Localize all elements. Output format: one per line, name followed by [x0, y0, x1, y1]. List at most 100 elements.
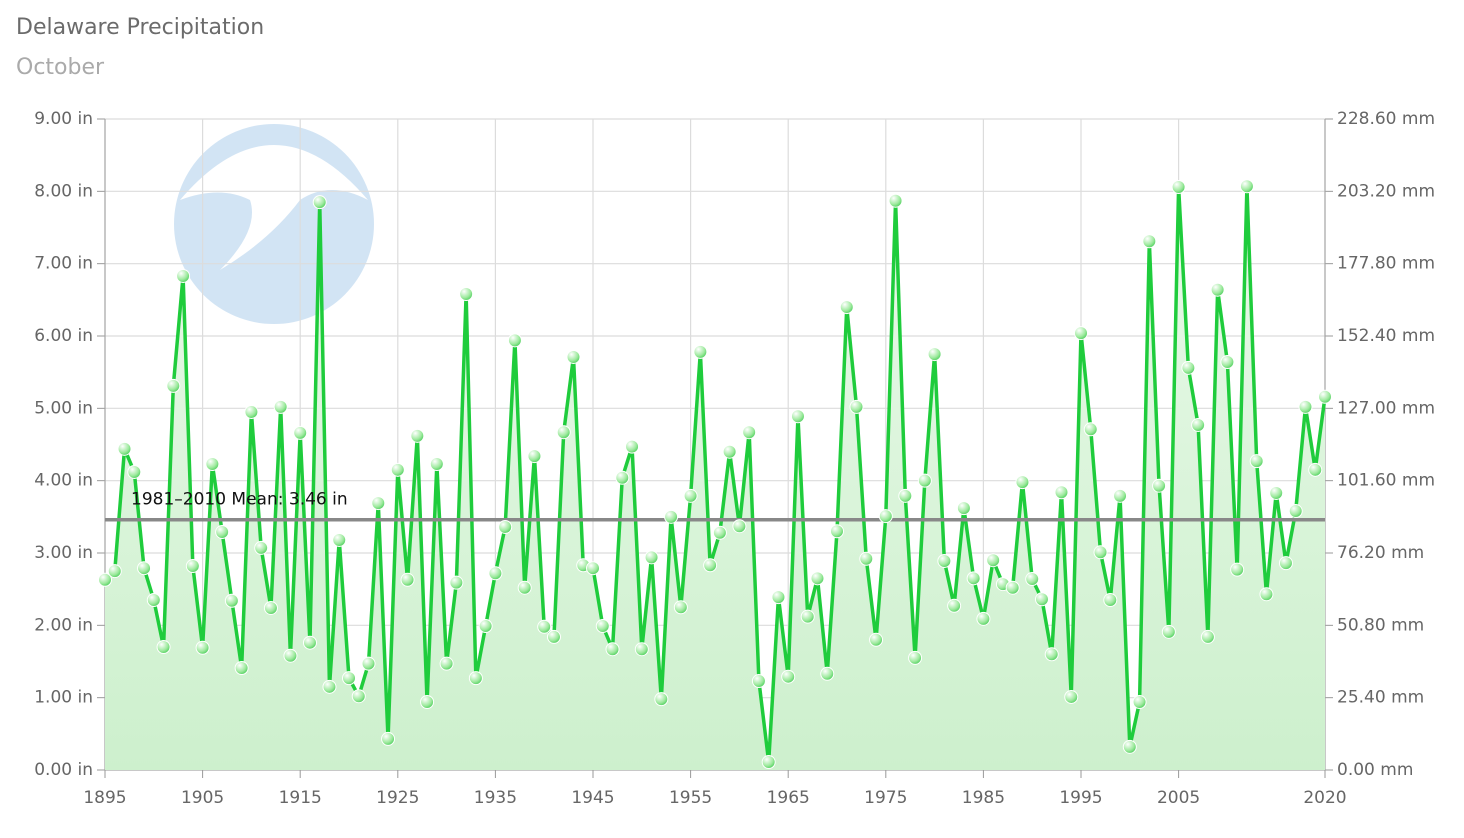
point — [742, 425, 757, 440]
point — [878, 509, 893, 524]
point — [361, 656, 376, 671]
point — [1288, 504, 1303, 519]
point — [146, 593, 161, 608]
point — [947, 598, 962, 613]
point — [810, 571, 825, 586]
point — [215, 525, 230, 540]
point — [1142, 234, 1157, 249]
point — [1220, 355, 1235, 370]
point — [927, 347, 942, 362]
point — [1103, 593, 1118, 608]
point — [410, 428, 425, 443]
y-tick-label: 1.00 in — [34, 688, 93, 708]
point — [1249, 454, 1264, 469]
point — [859, 551, 874, 566]
point — [1269, 485, 1284, 500]
point — [293, 425, 308, 440]
point — [185, 559, 200, 574]
point — [371, 496, 386, 511]
point — [1318, 389, 1332, 404]
point — [429, 457, 444, 472]
point — [195, 640, 210, 655]
y2-tick-label: 177.80 mm — [1337, 254, 1435, 274]
point — [1064, 689, 1079, 704]
y2-tick-label: 50.80 mm — [1337, 615, 1424, 635]
point — [507, 333, 522, 348]
point — [1074, 326, 1088, 341]
point — [937, 553, 952, 568]
x-tick-label: 1955 — [669, 788, 712, 808]
y-tick-label: 6.00 in — [34, 326, 93, 346]
point — [664, 509, 679, 524]
y-tick-label: 2.00 in — [34, 615, 93, 635]
y-tick-label: 8.00 in — [34, 181, 93, 201]
point — [1210, 282, 1225, 297]
point — [98, 572, 112, 587]
point — [234, 661, 249, 676]
point — [244, 404, 259, 419]
point — [468, 671, 483, 686]
point — [400, 572, 415, 587]
point — [546, 629, 561, 644]
y-tick-label: 5.00 in — [34, 398, 93, 418]
point — [644, 550, 659, 565]
point — [205, 457, 220, 472]
point — [654, 692, 669, 707]
chart-subtitle: October — [16, 55, 105, 80]
x-tick-label: 1935 — [474, 788, 517, 808]
point — [898, 488, 913, 503]
x-tick-label: 1925 — [376, 788, 419, 808]
y-tick-label: 7.00 in — [34, 254, 93, 274]
point — [869, 632, 884, 647]
y2-tick-label: 127.00 mm — [1337, 398, 1435, 418]
point — [732, 519, 747, 534]
point — [820, 666, 835, 681]
point — [117, 441, 132, 456]
point — [1132, 695, 1147, 710]
y-tick-label: 9.00 in — [34, 109, 93, 129]
point — [1298, 399, 1313, 414]
point — [527, 449, 542, 464]
watermark-text: NOAA — [224, 159, 321, 194]
point — [751, 674, 766, 689]
point — [1259, 587, 1274, 602]
point — [1191, 417, 1206, 432]
point — [673, 600, 688, 615]
y2-tick-label: 152.40 mm — [1337, 326, 1435, 346]
point — [283, 648, 298, 663]
chart-title: Delaware Precipitation — [16, 15, 264, 40]
point — [420, 695, 435, 710]
point — [625, 439, 640, 454]
point — [322, 679, 337, 694]
point — [712, 525, 727, 540]
point — [478, 619, 493, 634]
point — [830, 524, 844, 539]
y2-tick-label: 76.20 mm — [1337, 543, 1424, 563]
point — [381, 731, 396, 746]
point — [1171, 179, 1186, 194]
point — [615, 470, 630, 485]
point — [605, 642, 620, 657]
x-tick-label: 1965 — [767, 788, 810, 808]
point — [537, 619, 552, 634]
point — [595, 619, 610, 634]
x-tick-label: 1985 — [962, 788, 1005, 808]
point — [156, 640, 171, 655]
point — [956, 501, 971, 516]
x-tick-label: 1915 — [279, 788, 322, 808]
point — [302, 635, 317, 650]
point — [107, 564, 122, 579]
area — [105, 186, 1325, 770]
point — [517, 580, 532, 595]
point — [888, 193, 903, 208]
point — [127, 464, 142, 479]
point — [917, 473, 932, 488]
point — [1034, 592, 1049, 607]
point — [586, 561, 600, 576]
point — [273, 399, 288, 414]
point — [790, 409, 805, 424]
point — [176, 268, 191, 283]
point — [703, 558, 718, 573]
point — [566, 349, 581, 364]
